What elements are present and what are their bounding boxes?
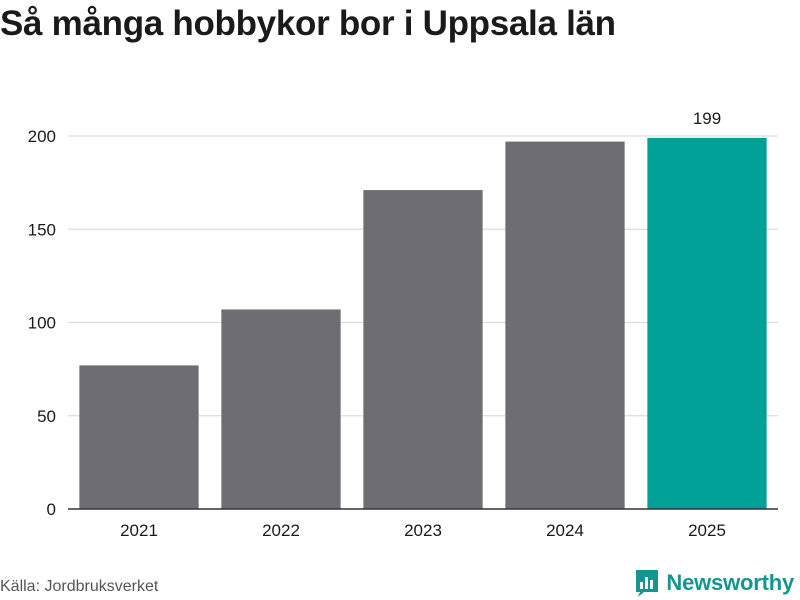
bar-2022 [221, 309, 341, 509]
source-note: Källa: Jordbruksverket [0, 578, 159, 595]
y-tick-label: 0 [47, 500, 56, 519]
brand-logo: Newsworthy [634, 568, 794, 598]
bar-2021 [79, 365, 199, 509]
x-tick-label: 2023 [404, 521, 442, 540]
x-tick-label: 2024 [546, 521, 584, 540]
y-tick-label: 100 [28, 314, 56, 333]
bar-2023 [363, 190, 483, 509]
newsworthy-logo-icon [636, 570, 659, 597]
brand-name: Newsworthy [666, 570, 794, 595]
y-axis-ticks: 0 50 100 150 200 [28, 127, 56, 519]
data-labels: 199 [693, 109, 721, 128]
data-label: 199 [693, 109, 721, 128]
bar-2025 [647, 137, 767, 510]
x-axis-ticks: 2021 2022 2023 2024 2025 [120, 521, 726, 540]
bars [79, 137, 767, 510]
y-tick-label: 50 [37, 407, 56, 426]
x-tick-label: 2021 [120, 521, 158, 540]
y-tick-label: 150 [28, 220, 56, 239]
y-tick-label: 200 [28, 127, 56, 146]
bar-2024 [505, 141, 625, 509]
x-tick-label: 2025 [688, 521, 726, 540]
chart-title: Så många hobbykor bor i Uppsala län [0, 4, 616, 43]
x-tick-label: 2022 [262, 521, 300, 540]
